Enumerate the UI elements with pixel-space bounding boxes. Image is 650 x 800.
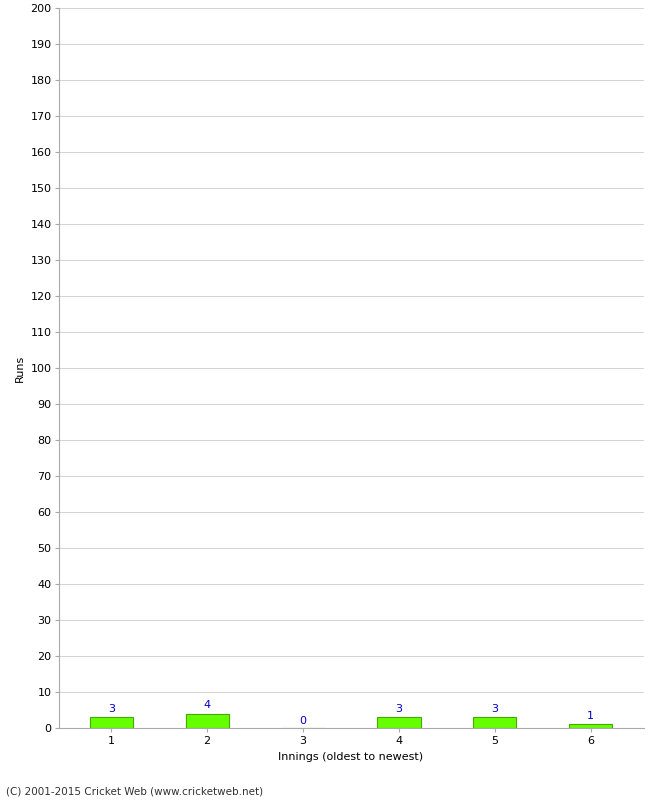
Bar — [473, 717, 517, 728]
Text: (C) 2001-2015 Cricket Web (www.cricketweb.net): (C) 2001-2015 Cricket Web (www.cricketwe… — [6, 786, 264, 796]
Text: 3: 3 — [395, 704, 402, 714]
Text: 3: 3 — [491, 704, 499, 714]
Bar — [185, 714, 229, 728]
Y-axis label: Runs: Runs — [15, 354, 25, 382]
Text: 4: 4 — [203, 700, 211, 710]
Text: 1: 1 — [587, 710, 594, 721]
X-axis label: Innings (oldest to newest): Innings (oldest to newest) — [278, 752, 424, 762]
Bar — [90, 717, 133, 728]
Text: 3: 3 — [108, 704, 115, 714]
Text: 0: 0 — [300, 716, 307, 726]
Bar — [378, 717, 421, 728]
Bar — [569, 725, 612, 728]
